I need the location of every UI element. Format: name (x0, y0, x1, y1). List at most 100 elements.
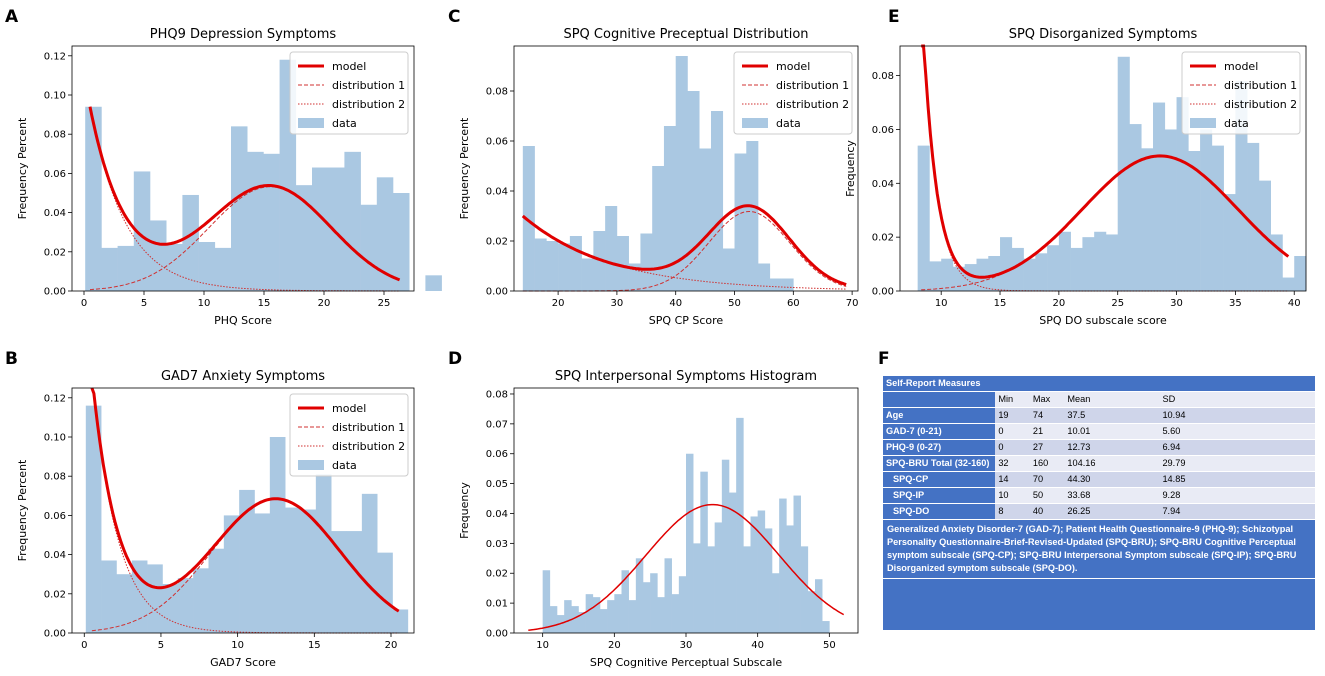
legend-label: distribution 1 (332, 421, 405, 434)
y-tick-label: 0.05 (486, 479, 508, 490)
histogram-bar (208, 548, 225, 633)
table-cell: 40 (1029, 503, 1065, 520)
histogram-bar (678, 576, 687, 633)
table-row: PHQ-9 (0-27) 0 27 12.73 6.94 (883, 439, 1315, 456)
histogram-bar (1294, 256, 1307, 291)
histogram-bar (952, 266, 966, 291)
histogram-bar (800, 546, 809, 633)
panel-letter-e: E (888, 7, 900, 27)
table-cell: 10 (995, 487, 1030, 504)
table-corner-cell (883, 391, 996, 408)
y-tick-label: 0.01 (486, 599, 508, 610)
table-cell: 27 (1029, 439, 1065, 456)
y-tick-label: 0.02 (486, 569, 508, 580)
histogram-bar (101, 560, 117, 633)
x-tick-label: 0 (81, 298, 87, 309)
histogram-bar (964, 264, 977, 291)
x-tick-label: 35 (1229, 298, 1242, 309)
table-footnote: Generalized Anxiety Disorder-7 (GAD-7); … (883, 520, 1315, 579)
x-tick-label: 20 (608, 640, 621, 651)
histogram-bar (746, 141, 759, 291)
legend-label: model (776, 60, 810, 73)
summary-table: Self-Report Measures Min Max Mean SD Age 19 74 3… (883, 376, 1315, 520)
x-tick-label: 0 (81, 640, 87, 651)
legend-label: distribution 2 (332, 440, 405, 453)
chart-title: SPQ Disorganized Symptoms (1009, 27, 1198, 42)
histogram-bar (941, 258, 954, 291)
histogram-bar (769, 278, 782, 291)
legend-label: model (332, 402, 366, 415)
histogram-bar (917, 145, 930, 291)
histogram-bar (707, 546, 715, 633)
histogram-bar (328, 167, 345, 291)
histogram-bar (722, 248, 735, 291)
table-row-label: SPQ-BRU Total (32-160) (883, 455, 996, 472)
panel-letter-f-wrap: F (878, 349, 890, 369)
legend-box (289, 393, 409, 477)
histogram-bar (750, 516, 758, 633)
table-row: SPQ-CP 14 70 44.30 14.85 (883, 471, 1315, 488)
legend-label: distribution 2 (776, 98, 849, 111)
histogram-bar (346, 531, 363, 633)
legend-label: data (776, 117, 801, 130)
table-cell: 37.5 (1064, 407, 1160, 424)
y-tick-label: 0.06 (486, 137, 508, 148)
histogram-bar (822, 621, 830, 633)
histogram-bar (1200, 129, 1213, 291)
table-cell: 44.30 (1064, 471, 1160, 488)
histogram-bar (988, 256, 1001, 291)
y-tick-label: 0.03 (486, 539, 508, 550)
legend-label: distribution 1 (332, 79, 405, 92)
table-row-label: SPQ-CP (883, 471, 996, 488)
y-tick-label: 0.02 (486, 237, 508, 248)
histogram-bar (607, 600, 615, 633)
table-column-header: Min (995, 391, 1030, 408)
histogram-bar (331, 531, 347, 633)
distribution-1-curve (89, 107, 400, 292)
histogram-bar (117, 245, 135, 291)
histogram-bar (687, 91, 700, 291)
histogram-bar (786, 525, 794, 633)
table-cell: 10.01 (1064, 423, 1160, 440)
x-tick-label: 20 (385, 640, 398, 651)
legend-swatch-data (742, 118, 768, 128)
histogram-bar (675, 56, 688, 291)
legend-label: distribution 2 (1224, 98, 1297, 111)
plot-frame (71, 387, 415, 634)
histogram-bar (1211, 145, 1224, 291)
x-axis-label: SPQ Cognitive Perceptual Subscale (590, 656, 783, 669)
histogram-bar (85, 106, 102, 291)
chart-b: B GAD7 Anxiety Symptoms 0 5 10 15 20 0.00 0.02 0.… (5, 349, 415, 669)
histogram-bar (564, 600, 572, 633)
histogram-bar (392, 609, 409, 633)
histogram-bar (686, 453, 694, 633)
legend-label: data (332, 459, 357, 472)
histogram-bar (1047, 245, 1060, 291)
histogram-bar (757, 510, 766, 633)
histogram-bar (254, 513, 271, 633)
table-cell: 8 (995, 503, 1030, 520)
table-cell: 19 (995, 407, 1030, 424)
histogram-bar (699, 148, 712, 291)
panel-letter-b: B (5, 349, 18, 369)
histogram-bar (1070, 247, 1083, 291)
x-tick-label: 5 (141, 298, 147, 309)
model-curve (88, 106, 401, 282)
y-tick-label: 0.12 (44, 393, 66, 404)
y-tick-label: 0.04 (872, 179, 894, 190)
histogram-bar (729, 492, 737, 633)
x-tick-label: 10 (536, 640, 549, 651)
histogram-bar (779, 498, 787, 633)
x-tick-label: 25 (1111, 298, 1124, 309)
model-curve (521, 204, 847, 286)
table-row: SPQ-DO 8 40 26.25 7.94 (883, 503, 1315, 520)
histogram-bar (650, 573, 658, 633)
legend-label: data (332, 117, 357, 130)
histogram-bar (635, 558, 644, 633)
histogram-bar (285, 507, 301, 633)
table-cell: 6.94 (1159, 439, 1315, 456)
y-axis-label: Frequency Percent (458, 117, 471, 219)
histogram-bar (743, 546, 751, 633)
histogram-bar (1153, 102, 1166, 292)
table-row: SPQ-IP 10 50 33.68 9.28 (883, 487, 1315, 504)
